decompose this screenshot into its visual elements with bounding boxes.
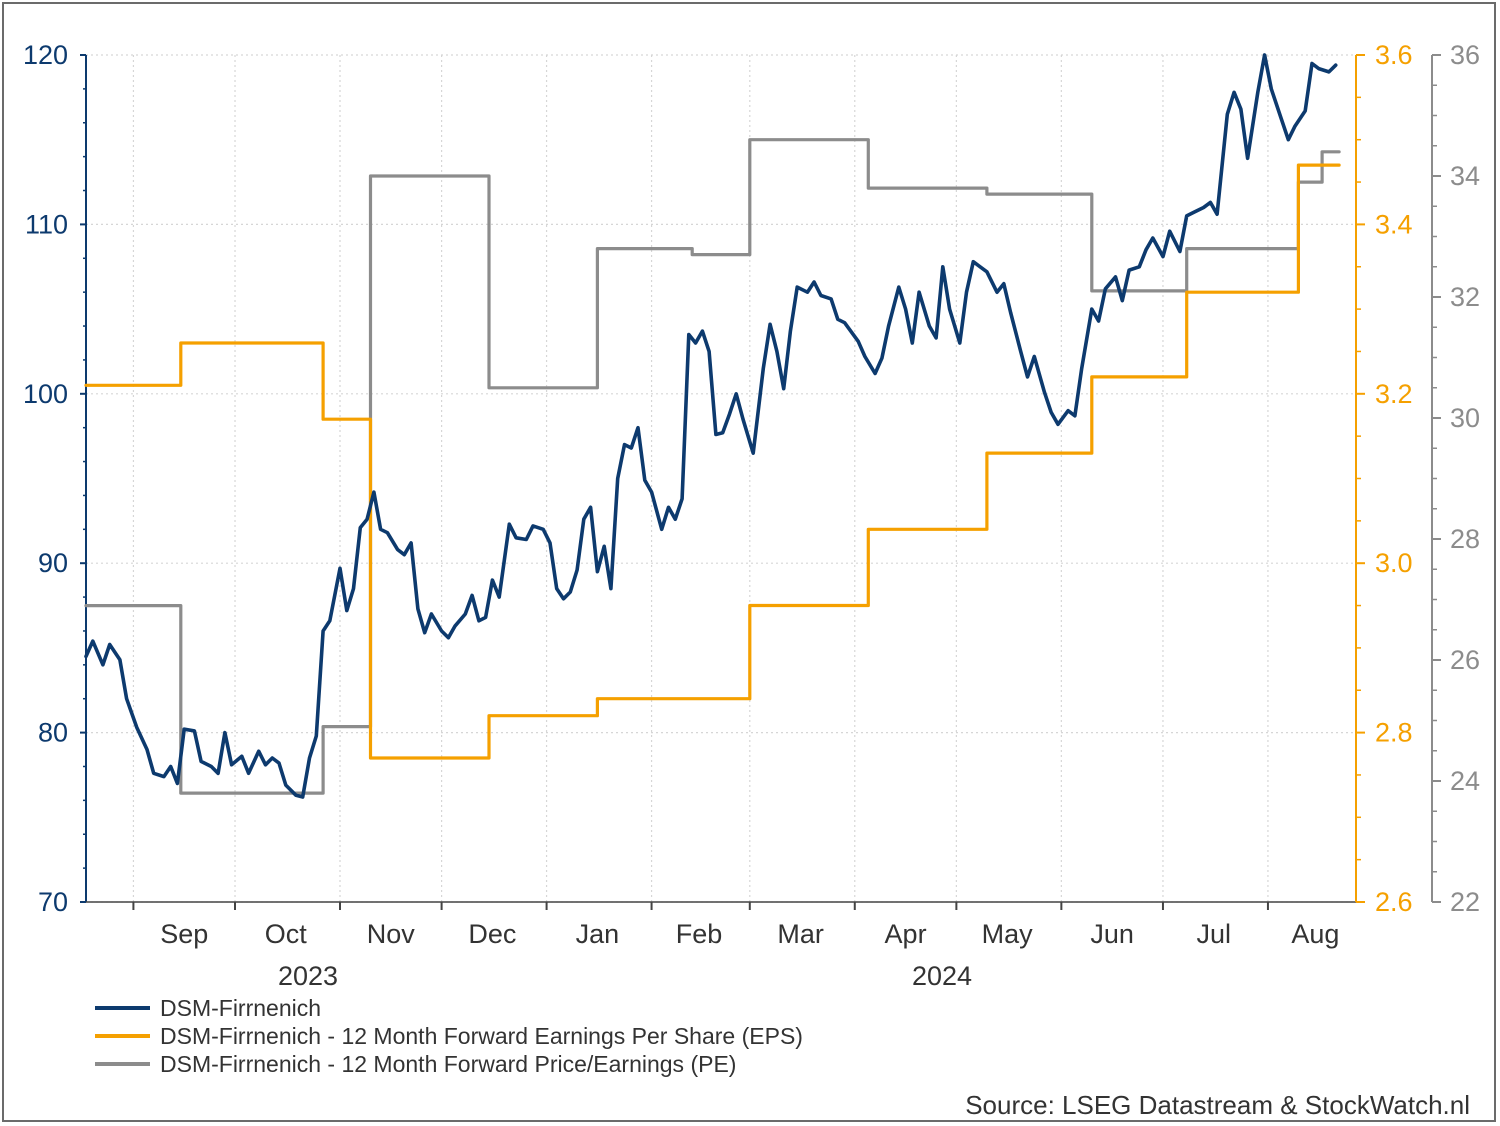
left-axis-tick-label: 90 [38, 548, 68, 578]
pe-axis-tick-label: 34 [1450, 161, 1480, 191]
left-axis-tick-label: 100 [23, 379, 68, 409]
x-axis-month-label: Feb [676, 919, 723, 949]
x-axis-month-label: Sep [160, 919, 208, 949]
legend-item-eps-label: DSM-Firrnenich - 12 Month Forward Earnin… [160, 1023, 803, 1049]
pe-series-line [84, 138, 1341, 795]
legend-item-pe-label: DSM-Firrnenich - 12 Month Forward Price/… [160, 1051, 736, 1077]
eps-axis-tick-label: 3.6 [1375, 40, 1413, 70]
grid-lines [86, 54, 1356, 903]
series-lines [84, 53, 1341, 799]
pe-axis-tick-label: 24 [1450, 766, 1480, 796]
pe-axis-tick-label: 26 [1450, 645, 1480, 675]
eps-axis-tick-label: 3.0 [1375, 548, 1413, 578]
x-axis-month-label: Aug [1291, 919, 1339, 949]
x-axis-month-label: Nov [367, 919, 416, 949]
x-axis-year-label: 2023 [278, 961, 338, 991]
left-axis-tick-label: 110 [25, 209, 68, 239]
legend-item-price-label: DSM-Firrnenich [160, 995, 321, 1021]
x-axis-month-label: Jun [1090, 919, 1134, 949]
eps-axis-tick-label: 3.4 [1375, 209, 1413, 239]
price-series-line [84, 53, 1338, 799]
pe-axis-tick-label: 28 [1450, 524, 1480, 554]
x-axis-month-label: Dec [468, 919, 516, 949]
eps-axis-tick-label: 2.6 [1375, 887, 1413, 917]
left-axis-tick-label: 80 [38, 718, 68, 748]
axes [80, 54, 1441, 910]
x-axis-month-label: Apr [885, 919, 927, 949]
pe-axis-tick-label: 36 [1450, 40, 1480, 70]
eps-axis-tick-label: 2.8 [1375, 718, 1413, 748]
x-axis-month-label: May [982, 919, 1034, 949]
x-axis-month-label: Oct [265, 919, 308, 949]
x-axis-month-label: Jul [1197, 919, 1232, 949]
x-axis-month-label: Jan [576, 919, 620, 949]
left-axis-tick-label: 70 [38, 887, 68, 917]
source-note: Source: LSEG Datastream & StockWatch.nl [965, 1090, 1470, 1120]
eps-axis-tick-label: 3.2 [1375, 379, 1413, 409]
pe-axis-tick-label: 32 [1450, 282, 1480, 312]
tick-labels: 70 80 90 100 110 120 Sep Oct Nov Dec Jan Feb Mar Apr M… [23, 40, 1480, 991]
x-axis-month-label: Mar [777, 919, 824, 949]
left-axis-tick-label: 120 [23, 40, 68, 70]
pe-axis-tick-label: 22 [1450, 887, 1480, 917]
eps-series-line [84, 163, 1341, 760]
x-axis-year-label: 2024 [912, 961, 972, 991]
pe-axis-tick-label: 30 [1450, 403, 1480, 433]
